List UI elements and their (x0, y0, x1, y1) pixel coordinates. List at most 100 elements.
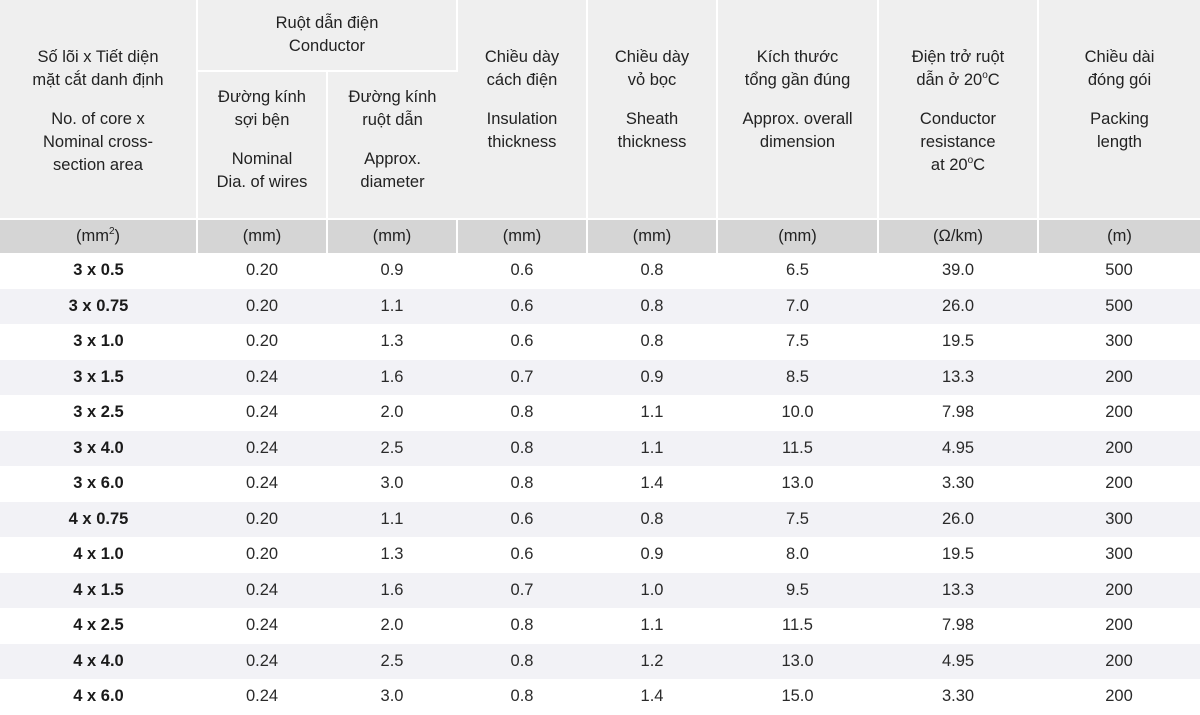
cell-resistance: 19.5 (878, 324, 1038, 360)
cell-conductor-diameter: 2.5 (327, 643, 457, 679)
table-row: 3 x 4.0 0.24 2.5 0.8 1.1 11.5 4.95 200 (0, 430, 1200, 466)
cell-overall: 15.0 (717, 679, 878, 715)
cell-overall: 11.5 (717, 430, 878, 466)
cell-overall: 7.0 (717, 288, 878, 324)
cell-sheath: 1.2 (587, 643, 717, 679)
header-packing: Chiều dài đóng gói Packing length (1038, 0, 1200, 220)
cell-insulation: 0.6 (457, 501, 587, 537)
cell-sheath: 0.8 (587, 501, 717, 537)
table-body: 3 x 0.5 0.20 0.9 0.6 0.8 6.5 39.0 500 3 x 0.75 0.… (0, 253, 1200, 715)
unit-conductor-diameter: (mm) (327, 219, 458, 253)
cell-size: 4 x 1.0 (0, 537, 197, 573)
cell-overall: 9.5 (717, 572, 878, 608)
cell-resistance: 26.0 (878, 501, 1038, 537)
header-resistance: Điện trở ruột dẫn ở 20oC Conductor resista… (878, 0, 1039, 220)
unit-wire-diameter: (mm) (197, 219, 328, 253)
unit-sheath: (mm) (587, 219, 718, 253)
cell-overall: 7.5 (717, 501, 878, 537)
cell-wire-diameter: 0.24 (197, 572, 327, 608)
cell-resistance: 39.0 (878, 253, 1038, 289)
cell-conductor-diameter: 1.6 (327, 572, 457, 608)
cell-packing: 200 (1038, 572, 1200, 608)
cell-sheath: 1.1 (587, 608, 717, 644)
cell-packing: 300 (1038, 324, 1200, 360)
cell-insulation: 0.6 (457, 537, 587, 573)
table-row: 4 x 0.75 0.20 1.1 0.6 0.8 7.5 26.0 300 (0, 501, 1200, 537)
unit-resistance: (Ω/km) (878, 219, 1039, 253)
cell-sheath: 1.1 (587, 430, 717, 466)
cell-wire-diameter: 0.24 (197, 395, 327, 431)
cell-resistance: 13.3 (878, 359, 1038, 395)
cell-insulation: 0.7 (457, 572, 587, 608)
table-row: 4 x 4.0 0.24 2.5 0.8 1.2 13.0 4.95 200 (0, 643, 1200, 679)
unit-packing: (m) (1038, 219, 1200, 253)
cell-wire-diameter: 0.20 (197, 253, 327, 289)
header-wire-diameter: Đường kính sợi bện Nominal Dia. of wires (197, 71, 328, 220)
units-row: (mm2) (mm) (mm) (mm) (mm) (mm) (Ω/km) (m… (0, 219, 1200, 253)
table-header: Số lõi x Tiết diện mặt cắt danh định No. … (0, 0, 1200, 253)
cell-wire-diameter: 0.24 (197, 608, 327, 644)
table-row: 4 x 1.0 0.20 1.3 0.6 0.9 8.0 19.5 300 (0, 537, 1200, 573)
cell-overall: 13.0 (717, 643, 878, 679)
header-conductor-group: Ruột dẫn điện Conductor (197, 0, 458, 72)
cell-resistance: 7.98 (878, 608, 1038, 644)
cell-overall: 6.5 (717, 253, 878, 289)
cell-sheath: 1.4 (587, 466, 717, 502)
cell-resistance: 13.3 (878, 572, 1038, 608)
table-row: 3 x 2.5 0.24 2.0 0.8 1.1 10.0 7.98 200 (0, 395, 1200, 431)
cell-insulation: 0.8 (457, 608, 587, 644)
cell-conductor-diameter: 1.1 (327, 288, 457, 324)
cell-size: 4 x 4.0 (0, 643, 197, 679)
cell-size: 3 x 4.0 (0, 430, 197, 466)
cell-sheath: 0.8 (587, 253, 717, 289)
cell-packing: 500 (1038, 288, 1200, 324)
cell-packing: 200 (1038, 466, 1200, 502)
table-row: 4 x 6.0 0.24 3.0 0.8 1.4 15.0 3.30 200 (0, 679, 1200, 715)
cell-conductor-diameter: 1.3 (327, 324, 457, 360)
cell-wire-diameter: 0.20 (197, 324, 327, 360)
cell-conductor-diameter: 2.0 (327, 608, 457, 644)
cell-conductor-diameter: 0.9 (327, 253, 457, 289)
cell-packing: 200 (1038, 395, 1200, 431)
cell-size: 4 x 1.5 (0, 572, 197, 608)
cell-insulation: 0.8 (457, 466, 587, 502)
cell-insulation: 0.7 (457, 359, 587, 395)
cell-insulation: 0.8 (457, 430, 587, 466)
cell-sheath: 0.8 (587, 288, 717, 324)
cell-conductor-diameter: 2.5 (327, 430, 457, 466)
cell-wire-diameter: 0.20 (197, 537, 327, 573)
cell-overall: 7.5 (717, 324, 878, 360)
cell-resistance: 3.30 (878, 466, 1038, 502)
cell-wire-diameter: 0.24 (197, 679, 327, 715)
cell-size: 3 x 1.0 (0, 324, 197, 360)
cell-size: 4 x 0.75 (0, 501, 197, 537)
cell-resistance: 26.0 (878, 288, 1038, 324)
cell-resistance: 3.30 (878, 679, 1038, 715)
header-sheath: Chiều dày vỏ bọc Sheath thickness (587, 0, 718, 220)
cell-packing: 200 (1038, 679, 1200, 715)
cell-overall: 13.0 (717, 466, 878, 502)
cell-size: 3 x 2.5 (0, 395, 197, 431)
cell-insulation: 0.6 (457, 324, 587, 360)
table-row: 3 x 1.0 0.20 1.3 0.6 0.8 7.5 19.5 300 (0, 324, 1200, 360)
cell-resistance: 7.98 (878, 395, 1038, 431)
cell-overall: 8.0 (717, 537, 878, 573)
cell-overall: 8.5 (717, 359, 878, 395)
cell-resistance: 19.5 (878, 537, 1038, 573)
cell-wire-diameter: 0.24 (197, 643, 327, 679)
cell-conductor-diameter: 1.6 (327, 359, 457, 395)
cell-resistance: 4.95 (878, 643, 1038, 679)
cell-size: 4 x 2.5 (0, 608, 197, 644)
table-row: 3 x 1.5 0.24 1.6 0.7 0.9 8.5 13.3 200 (0, 359, 1200, 395)
unit-overall: (mm) (717, 219, 879, 253)
cell-wire-diameter: 0.24 (197, 466, 327, 502)
header-overall: Kích thước tổng gần đúng Approx. overall d… (717, 0, 879, 220)
cell-size: 3 x 0.75 (0, 288, 197, 324)
cell-sheath: 0.9 (587, 537, 717, 573)
cell-size: 3 x 1.5 (0, 359, 197, 395)
cell-packing: 500 (1038, 253, 1200, 289)
cell-packing: 200 (1038, 643, 1200, 679)
table-row: 4 x 1.5 0.24 1.6 0.7 1.0 9.5 13.3 200 (0, 572, 1200, 608)
cell-packing: 300 (1038, 537, 1200, 573)
